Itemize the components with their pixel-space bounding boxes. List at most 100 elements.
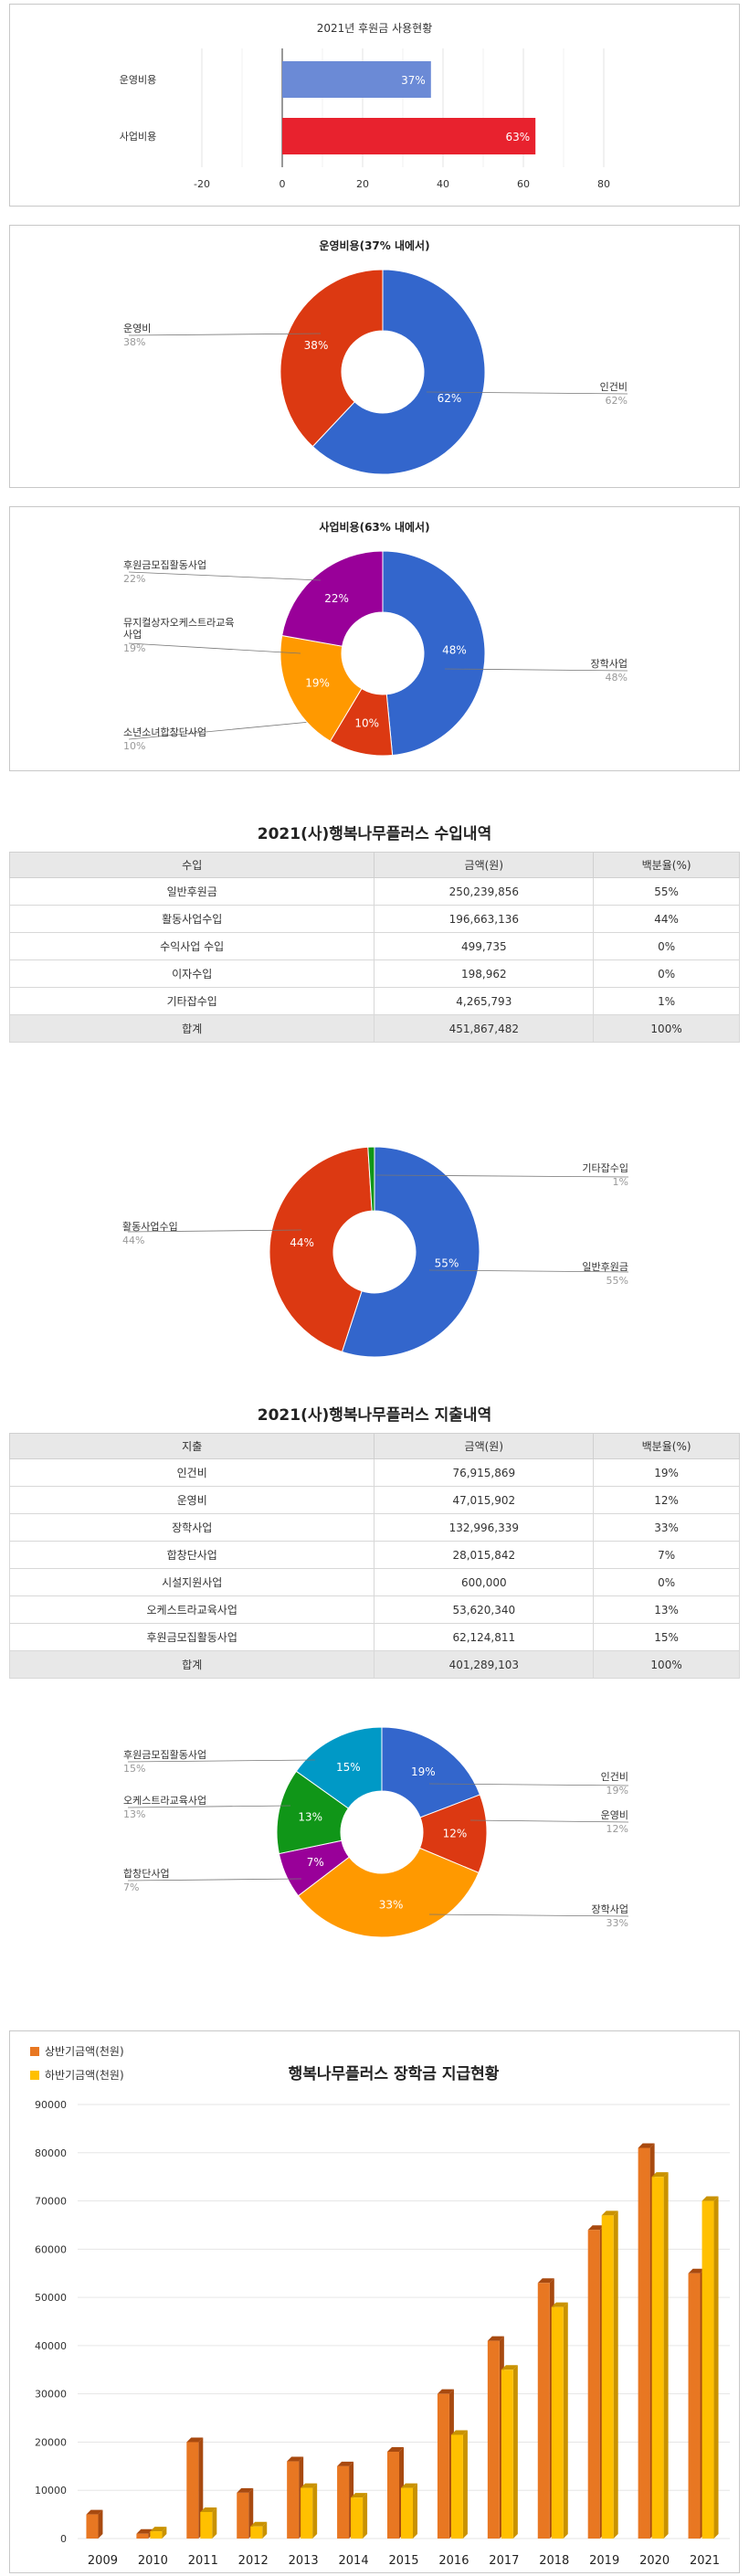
scholarship-bar: [136, 2533, 149, 2539]
scholarship-bar-top: [501, 2365, 518, 2370]
expense-cell-percent: 13%: [593, 1595, 740, 1624]
scholarship-bar-top: [537, 2278, 554, 2284]
income-total-label: 합계: [8, 1014, 375, 1043]
donut-slice-label: 일반후원금: [582, 1260, 628, 1273]
scholarship-chart-panel: 상반기금액(천원) 하반기금액(천원) 행복나무플러스 장학금 지급현황 0 10000…: [9, 2030, 740, 2573]
scholarship-bar: [437, 2393, 449, 2539]
scholarship-y-tick: 20000: [35, 2436, 67, 2448]
expense-table-row: 후원금모집활동사업 62,124,811 15%: [8, 1623, 740, 1651]
scholarship-bar: [287, 2461, 300, 2539]
donut-leader-line: [128, 642, 301, 654]
income-cell-percent: 0%: [593, 932, 740, 960]
income-table-row: 일반후원금 250,239,856 55%: [8, 877, 740, 906]
scholarship-bar-top: [688, 2268, 705, 2274]
donut-leader-line: [127, 1805, 291, 1808]
scholarship-x-tick: 2016: [438, 2554, 469, 2568]
usage-bar: [282, 61, 431, 98]
income-cell-percent: 0%: [593, 959, 740, 988]
donut-slice-pct: 38%: [304, 339, 329, 352]
donut-slice: [341, 1146, 480, 1358]
donut-leader-line: [128, 333, 322, 336]
scholarship-bar-side: [312, 2483, 318, 2539]
scholarship-bar-top: [150, 2527, 167, 2532]
scholarship-bar: [351, 2497, 364, 2539]
scholarship-legend-swatch: [30, 2071, 39, 2080]
donut-slice-label: 운영비: [123, 323, 151, 334]
expense-table-row: 오케스트라교육사업 53,620,340 13%: [8, 1595, 740, 1624]
expense-cell-percent: 12%: [593, 1486, 740, 1514]
scholarship-x-tick: 2017: [489, 2554, 519, 2568]
usage-chart-panel: 2021년 후원금 사용현황 -20 0 20 40 60 80 운영비용 37% 사업비용 63%: [9, 4, 740, 207]
scholarship-bar-side: [363, 2493, 368, 2539]
scholarship-bar-top: [450, 2430, 468, 2435]
scholarship-bar-top: [186, 2437, 204, 2443]
scholarship-bar-top: [351, 2493, 368, 2498]
donut-slice-pct-label: 22%: [123, 573, 145, 585]
expense-cell-amount: 132,996,339: [374, 1513, 595, 1542]
donut-slice-pct-label: 38%: [123, 336, 145, 348]
income-total-percent: 100%: [593, 1014, 740, 1043]
expense-cell-percent: 0%: [593, 1568, 740, 1596]
income-cell-category: 기타잡수입: [8, 987, 375, 1015]
scholarship-bar: [487, 2340, 500, 2539]
scholarship-y-tick: 80000: [35, 2147, 67, 2159]
scholarship-bar-top: [337, 2461, 354, 2466]
donut-slice-pct: 44%: [290, 1236, 314, 1249]
scholarship-bar-top: [401, 2483, 417, 2488]
scholarship-bar: [688, 2273, 701, 2539]
expense-cell-category: 시설지원사업: [8, 1568, 375, 1596]
usage-category-label: 사업비용: [120, 131, 156, 143]
expense-cell-amount: 28,015,842: [374, 1541, 595, 1569]
donut-slice-pct-label: 33%: [607, 1917, 628, 1929]
donut-slice: [381, 1726, 481, 1818]
expense-total-percent: 100%: [593, 1650, 740, 1679]
scholarship-bar: [587, 2230, 600, 2539]
donut-slice-label: 뮤지컬상자오케스트라교육: [123, 617, 234, 629]
donut-slice-pct: 19%: [305, 677, 330, 690]
scholarship-x-tick: 2018: [539, 2554, 569, 2568]
scholarship-x-tick: 2019: [589, 2554, 619, 2568]
expense-cell-amount: 62,124,811: [374, 1623, 595, 1651]
scholarship-chart-title: 행복나무플러스 장학금 지급현황: [289, 2065, 500, 2083]
scholarship-bar-side: [98, 2509, 103, 2539]
expense-cell-category: 후원금모집활동사업: [8, 1623, 375, 1651]
donut-slice-label: 오케스트라교육사업: [123, 1795, 206, 1807]
scholarship-bar: [501, 2369, 513, 2539]
business-donut-chart: 사업비용(63% 내에서) 48% 장학사업 48% 10% 소년소녀합창단사업 10% 19…: [123, 520, 628, 757]
income-table-row: 수익사업 수입 499,735 0%: [8, 932, 740, 960]
expense-cell-percent: 33%: [593, 1513, 740, 1542]
scholarship-bar-top: [250, 2521, 268, 2527]
scholarship-bar-side: [462, 2430, 468, 2539]
scholarship-bar: [200, 2511, 213, 2539]
operating-donut-chart: 운영비용(37% 내에서) 62% 인건비 62% 38% 운영비 38%: [123, 239, 628, 475]
expense-cell-percent: 15%: [593, 1623, 740, 1651]
scholarship-y-tick: 0: [60, 2533, 67, 2545]
donut-leader-line: [127, 1878, 302, 1882]
income-header-amount: 금액(원): [374, 852, 595, 878]
scholarship-bar: [537, 2283, 550, 2539]
donut-leader-line: [375, 1174, 629, 1178]
expense-header-percent: 백분율(%): [593, 1433, 740, 1459]
usage-x-tick: 20: [356, 178, 369, 190]
income-header-percent: 백분율(%): [593, 852, 740, 878]
scholarship-y-tick: 30000: [35, 2389, 67, 2401]
expense-table-title: 2021(사)행복나무플러스 지출내역: [257, 1406, 492, 1425]
donut-slice: [311, 269, 486, 475]
scholarship-bar-top: [387, 2447, 404, 2452]
donut-slice-label: 운영비: [601, 1809, 628, 1821]
scholarship-bar-top: [601, 2210, 618, 2216]
scholarship-bar-top: [301, 2483, 318, 2488]
usage-bar-value: 63%: [506, 131, 531, 143]
scholarship-x-tick: 2009: [88, 2554, 118, 2568]
usage-category-label: 운영비용: [120, 74, 156, 86]
income-cell-amount: 196,663,136: [374, 905, 595, 933]
donut-slice-pct-label: 48%: [606, 672, 628, 684]
donut-leader-line: [128, 571, 322, 581]
income-cell-amount: 250,239,856: [374, 877, 595, 906]
income-cell-percent: 1%: [593, 987, 740, 1015]
donut-slice-label: 장학사업: [592, 1903, 628, 1915]
donut-leader-line: [426, 391, 628, 395]
usage-chart-title: 2021년 후원금 사용현황: [317, 22, 433, 35]
scholarship-bar-top: [702, 2196, 719, 2201]
donut-slice-pct: 12%: [443, 1827, 468, 1839]
